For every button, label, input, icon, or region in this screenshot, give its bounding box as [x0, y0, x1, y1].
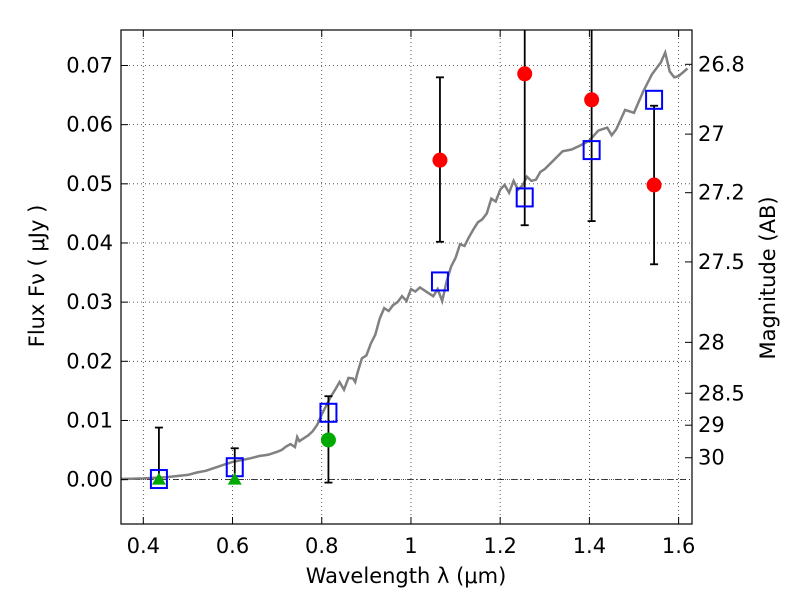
- model-spectrum-line: [120, 48, 689, 481]
- y-axis-label: Flux Fν ( μJy ): [25, 205, 49, 348]
- upper-limit-marker: [151, 472, 166, 485]
- y-axis-ticks: 0.00 0.01 0.02 0.03 0.04 0.05 0.06 0.07: [66, 53, 128, 492]
- grid-lines: [121, 30, 692, 524]
- upper-limit-marker: [227, 472, 242, 485]
- model-bandpass-square: [515, 187, 534, 208]
- right-tick-label: 28: [698, 330, 725, 354]
- right-tick-label: 26.8: [698, 52, 745, 76]
- red-data-point: [517, 66, 533, 82]
- red-data-point: [584, 92, 600, 108]
- y-tick-label: 0.00: [66, 468, 113, 492]
- x-tick-label: 0.8: [305, 534, 338, 558]
- x-tick-label: 1.6: [662, 534, 695, 558]
- x-tick-label: 1: [404, 534, 417, 558]
- y-tick-label: 0.06: [66, 113, 113, 137]
- right-tick-label: 27: [698, 122, 725, 146]
- x-tick-label: 1.2: [483, 534, 516, 558]
- plot-frame: [120, 29, 693, 525]
- right-axis-ticks: 26.8 27 27.2 27.5 28 28.5 29 30: [685, 52, 745, 470]
- x-axis-label: Wavelength λ (μm): [306, 564, 507, 588]
- y-tick-label: 0.03: [66, 290, 113, 314]
- model-bandpass-square: [319, 402, 338, 423]
- y-tick-label: 0.02: [66, 349, 113, 373]
- plot-area: [120, 30, 689, 490]
- model-bandpass-square: [149, 469, 168, 490]
- y-tick-label: 0.01: [66, 408, 113, 432]
- right-tick-label: 27.2: [698, 181, 745, 205]
- y-tick-label: 0.05: [66, 172, 113, 196]
- x-tick-label: 1.4: [573, 534, 606, 558]
- data-markers: [149, 66, 664, 490]
- right-tick-label: 30: [698, 446, 725, 470]
- model-bandpass-square: [430, 271, 449, 292]
- green-data-point: [320, 432, 336, 448]
- model-bandpass-square: [645, 89, 664, 110]
- x-tick-label: 0.6: [216, 534, 249, 558]
- right-axis-label: Magnitude (AB): [756, 196, 780, 359]
- right-tick-label: 27.5: [698, 250, 745, 274]
- x-tick-label: 0.4: [127, 534, 160, 558]
- model-bandpass-square: [582, 140, 601, 161]
- right-tick-label: 28.5: [698, 381, 745, 405]
- red-data-point: [646, 177, 662, 193]
- y-tick-label: 0.04: [66, 231, 113, 255]
- x-axis-ticks: 0.4 0.6 0.8 1 1.2 1.4 1.6: [127, 30, 695, 558]
- right-tick-label: 29: [698, 413, 725, 437]
- red-data-point: [432, 152, 448, 168]
- y-tick-label: 0.07: [66, 53, 113, 77]
- error-bars: [154, 30, 659, 484]
